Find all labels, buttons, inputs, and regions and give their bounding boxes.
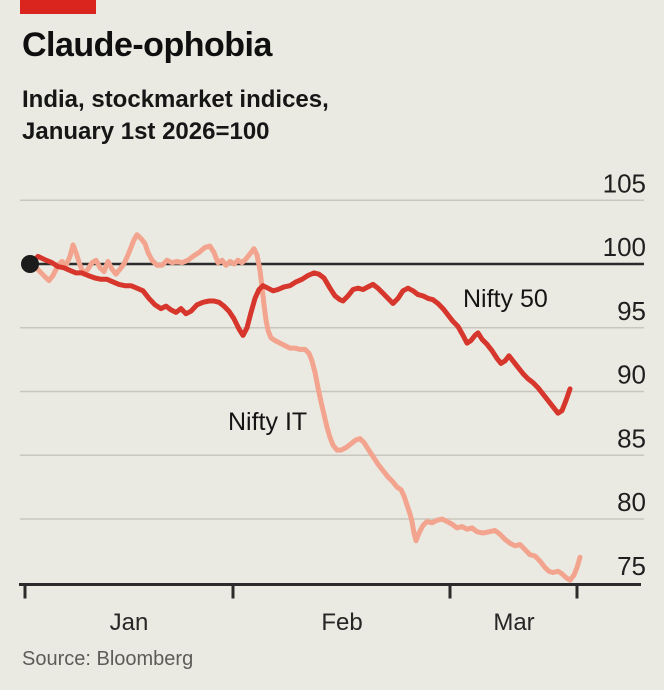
- y-tick-label-90: 90: [617, 360, 646, 390]
- brand-red-tab: [20, 0, 96, 14]
- series-line-nifty-it: [27, 232, 583, 583]
- start-marker-dot: [21, 255, 39, 273]
- y-tick-label-80: 80: [617, 487, 646, 517]
- x-month-label-mar: Mar: [493, 609, 534, 636]
- chart-title: Claude-ophobia: [22, 26, 272, 64]
- y-tick-label-75: 75: [617, 551, 646, 581]
- y-tick-label-85: 85: [617, 423, 646, 453]
- x-month-label-feb: Feb: [321, 609, 362, 636]
- chart-subtitle-line-1: India, stockmarket indices,: [22, 86, 329, 113]
- series-label-nifty-50: Nifty 50: [463, 285, 548, 313]
- x-month-label-jan: Jan: [110, 609, 149, 636]
- series-label-nifty-it: Nifty IT: [228, 408, 307, 436]
- y-tick-label-100: 100: [603, 232, 646, 262]
- chart-subtitle-line-2: January 1st 2026=100: [22, 118, 270, 145]
- chart-subtitle: India, stockmarket indices, January 1st …: [22, 84, 622, 148]
- y-tick-label-105: 105: [603, 168, 646, 198]
- series-line-nifty-50: [27, 253, 573, 416]
- y-tick-label-95: 95: [617, 296, 646, 326]
- source-note: Source: Bloomberg: [22, 648, 194, 670]
